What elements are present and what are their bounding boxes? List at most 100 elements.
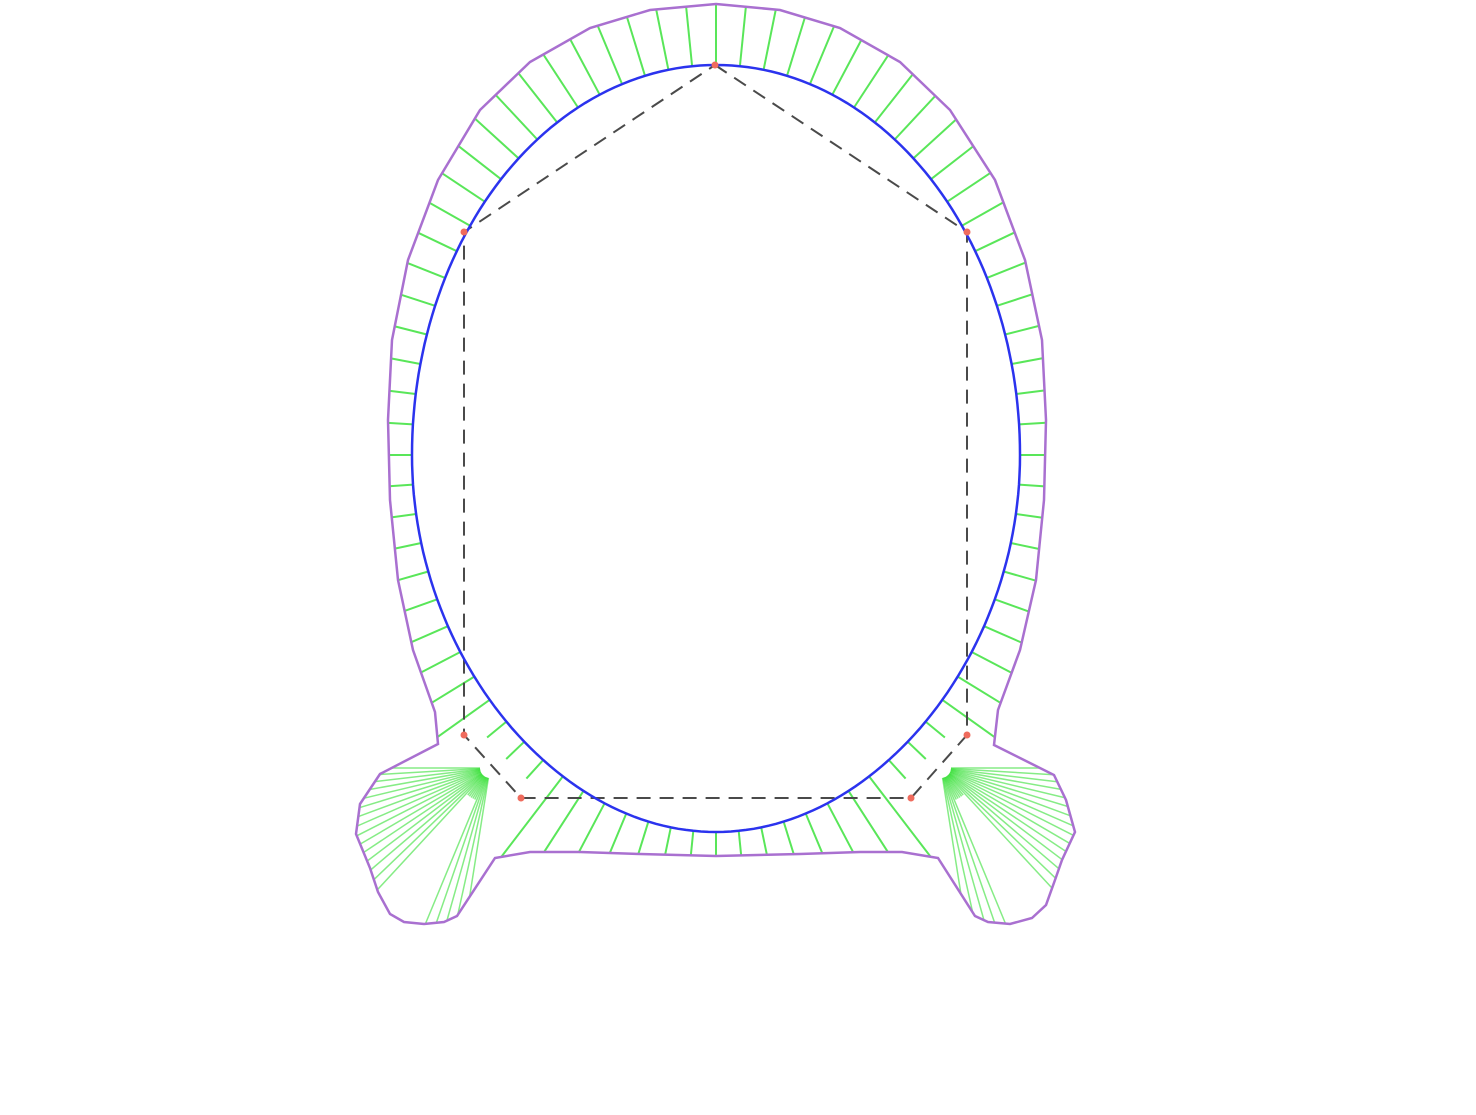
normal-line (596, 24, 624, 85)
normal-line (943, 777, 996, 924)
normal-line (946, 775, 963, 797)
normal-line (393, 325, 428, 336)
normal-line (949, 771, 1075, 827)
control-point (963, 228, 971, 236)
normal-line (457, 144, 502, 180)
normal-line (831, 39, 863, 96)
normal-line (868, 775, 932, 859)
normal-line (948, 772, 1068, 853)
normal-line (376, 774, 484, 892)
normal-line (944, 776, 957, 800)
normal-line (737, 830, 743, 856)
normal-line (417, 231, 458, 253)
normal-line (1015, 513, 1043, 519)
normal-line (786, 16, 807, 77)
normal-line (474, 776, 487, 800)
normal-line (394, 542, 422, 550)
normal-line (389, 483, 414, 488)
normal-line (1010, 542, 1040, 550)
normal-line (637, 821, 650, 855)
normal-line (505, 740, 525, 760)
normal-line (387, 421, 413, 426)
normal-line (961, 201, 1005, 227)
normal-line (355, 771, 482, 828)
normal-line (782, 821, 795, 856)
normal-line (1011, 357, 1044, 365)
normal-line (912, 118, 957, 160)
normal-line (468, 775, 485, 797)
normal-line (893, 94, 937, 141)
normal-line (390, 357, 421, 365)
normal-line (370, 773, 483, 871)
normal-line (1004, 324, 1040, 336)
normal-line (470, 775, 486, 798)
control-point (460, 731, 468, 739)
normal-line (945, 775, 961, 798)
normal-line (431, 675, 475, 704)
normal-line (946, 172, 991, 203)
normal-line (947, 774, 1057, 880)
normal-line (456, 777, 489, 916)
normal-line (397, 570, 429, 582)
normal-line (410, 625, 449, 644)
normal-line (874, 73, 914, 124)
normal-line (391, 513, 417, 519)
normal-line (403, 598, 438, 613)
normal-line (569, 38, 601, 96)
normal-line (941, 698, 996, 739)
normal-line (472, 776, 486, 799)
normal-line (685, 6, 694, 67)
normal-line (577, 802, 606, 854)
normal-line (355, 771, 482, 837)
normal-line (948, 773, 1063, 861)
normal-line (808, 25, 836, 85)
normal-line (945, 776, 959, 799)
normal-line (949, 771, 1075, 837)
control-point (963, 731, 971, 739)
normal-line (986, 261, 1027, 279)
normal-line (500, 775, 564, 859)
control-point (711, 61, 719, 69)
normal-line (924, 720, 946, 739)
normal-line (689, 830, 695, 856)
normal-line (608, 813, 628, 854)
normal-line (942, 777, 985, 922)
normal-line (365, 773, 483, 863)
normal-line (950, 767, 1054, 776)
normal-line (762, 8, 777, 70)
normal-line (1016, 389, 1046, 395)
offset-curve (354, 2, 1077, 926)
normal-line (1018, 483, 1045, 488)
normal-line (948, 773, 1061, 870)
normal-line (655, 8, 670, 70)
normal-line (420, 651, 461, 674)
normal-lines (355, 4, 1075, 925)
normal-line (853, 54, 890, 109)
normal-line (950, 768, 1059, 783)
normal-line (446, 777, 489, 922)
normal-line (957, 675, 1002, 705)
normal-line (494, 94, 539, 141)
normal-line (946, 775, 964, 796)
normal-line (971, 651, 1013, 675)
normal-line (907, 740, 927, 760)
normal-line (358, 770, 481, 809)
normal-line (1003, 570, 1037, 582)
normal-line (406, 261, 446, 279)
normal-line (388, 389, 416, 395)
normal-line (400, 293, 436, 307)
normal-line (996, 293, 1034, 307)
normal-line (543, 790, 585, 853)
normal-line (738, 6, 747, 67)
normal-line (379, 767, 481, 776)
normal-line (468, 777, 490, 898)
control-point (460, 228, 468, 236)
normal-line (950, 769, 1062, 791)
normal-line (983, 625, 1023, 644)
normal-line (368, 769, 481, 791)
control-polygon (463, 64, 968, 799)
normal-line (525, 759, 544, 780)
normal-line (760, 827, 769, 857)
normal-line (625, 16, 646, 77)
